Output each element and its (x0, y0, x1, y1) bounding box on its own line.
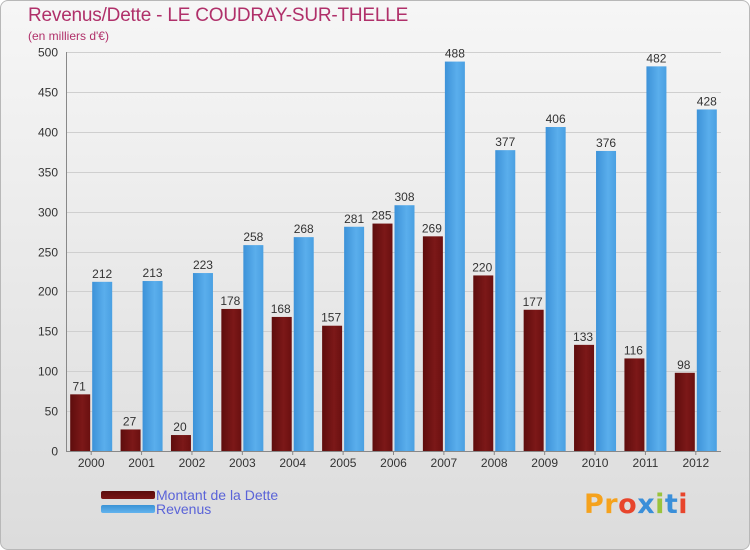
bar-dette (221, 308, 242, 451)
data-label-revenus: 213 (143, 266, 163, 280)
legend-swatch-dette (101, 491, 155, 499)
data-label-revenus: 482 (646, 51, 666, 65)
data-label-dette: 116 (624, 343, 643, 357)
data-label-dette: 220 (472, 260, 492, 274)
y-tick-label: 350 (38, 166, 58, 180)
bar-dette (372, 223, 393, 451)
x-tick-label: 2012 (682, 456, 709, 470)
data-label-revenus: 258 (243, 230, 263, 244)
x-tick-label: 2011 (633, 456, 659, 470)
data-label-dette: 285 (371, 209, 391, 223)
proxiti-logo: Proxiti (584, 489, 688, 520)
data-label-revenus: 377 (495, 135, 515, 149)
bar-revenus (142, 281, 163, 451)
logo-letter: P (584, 489, 605, 520)
y-tick-label: 50 (45, 405, 59, 419)
y-tick-label: 150 (38, 325, 58, 339)
data-label-revenus: 406 (546, 112, 566, 126)
logo-letter: x (637, 489, 656, 520)
data-label-dette: 269 (422, 221, 442, 235)
x-tick-label: 2010 (582, 456, 609, 470)
bar-dette (120, 429, 141, 451)
bar-dette (674, 372, 695, 451)
data-label-revenus: 308 (394, 190, 414, 204)
data-label-revenus: 212 (92, 267, 112, 281)
y-tick-label: 450 (38, 86, 58, 100)
legend-label-revenus: Revenus (156, 501, 212, 517)
x-tick-label: 2000 (78, 456, 105, 470)
data-label-revenus: 376 (596, 136, 616, 150)
x-tick-label: 2001 (128, 456, 155, 470)
legend-label-dette: Montant de la Dette (156, 487, 279, 503)
data-label-dette: 177 (523, 295, 543, 309)
bar-dette (574, 344, 595, 451)
data-label-dette: 133 (573, 330, 593, 344)
data-label-dette: 157 (321, 311, 341, 325)
bar-revenus (344, 226, 365, 451)
y-tick-label: 0 (51, 445, 58, 459)
data-label-dette: 178 (220, 294, 240, 308)
bar-revenus (596, 150, 617, 451)
data-label-dette: 98 (677, 358, 691, 372)
bar-dette (170, 435, 191, 451)
data-label-revenus: 428 (697, 94, 717, 108)
y-tick-label: 200 (38, 285, 58, 299)
bar-dette (473, 275, 494, 451)
bar-dette (624, 358, 645, 451)
bar-dette (322, 325, 343, 451)
bar-revenus (92, 281, 113, 451)
x-tick-label: 2009 (531, 456, 558, 470)
data-label-dette: 27 (123, 414, 137, 428)
logo-letter: t (664, 489, 679, 520)
logo-letter: o (618, 489, 638, 520)
bar-revenus (293, 237, 314, 451)
bar-revenus (545, 127, 566, 452)
data-label-revenus: 488 (445, 47, 465, 61)
bar-dette (422, 236, 443, 451)
chart-unit-label: (en milliers d'€) (28, 29, 109, 43)
x-tick-label: 2003 (229, 456, 256, 470)
data-label-revenus: 223 (193, 258, 213, 272)
logo-letter: r (604, 489, 619, 520)
data-label-dette: 71 (73, 379, 87, 393)
data-label-dette: 20 (173, 420, 187, 434)
chart-title: Revenus/Dette - LE COUDRAY-SUR-THELLE (28, 5, 409, 26)
legend-swatch-revenus (101, 505, 155, 513)
bar-revenus (646, 66, 667, 451)
logo-letter: i (678, 489, 689, 520)
bar-dette (523, 309, 544, 451)
bar-revenus (495, 150, 516, 452)
bar-revenus (394, 205, 415, 451)
data-label-revenus: 268 (294, 222, 314, 236)
bar-dette (271, 316, 292, 451)
y-tick-label: 300 (38, 206, 58, 220)
data-label-dette: 168 (271, 302, 291, 316)
y-tick-label: 400 (38, 126, 58, 140)
x-tick-label: 2004 (279, 456, 306, 470)
y-tick-label: 100 (38, 365, 58, 379)
x-tick-label: 2007 (431, 456, 458, 470)
x-tick-label: 2006 (380, 456, 407, 470)
bar-revenus (243, 245, 264, 451)
bar-revenus (696, 109, 717, 452)
x-tick-label: 2008 (481, 456, 508, 470)
x-tick-label: 2005 (330, 456, 357, 470)
bar-revenus (192, 273, 213, 451)
data-label-revenus: 281 (344, 212, 364, 226)
logo-letter: i (655, 489, 665, 520)
bar-dette (70, 394, 91, 451)
y-tick-label: 500 (38, 46, 58, 60)
x-tick-label: 2002 (179, 456, 206, 470)
bar-revenus (444, 61, 465, 452)
y-tick-label: 250 (38, 246, 58, 260)
